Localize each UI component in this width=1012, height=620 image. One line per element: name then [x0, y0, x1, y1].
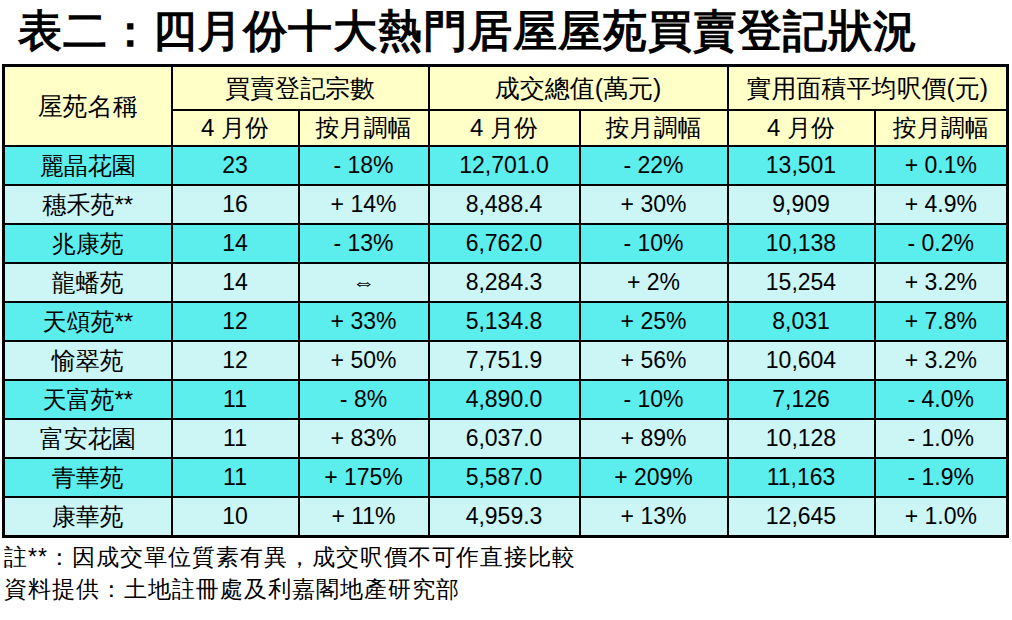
value-mom-cell: - 22%: [580, 146, 728, 185]
value-mom-cell: + 25%: [580, 302, 728, 341]
table-row: 富安花園11+ 83%6,037.0+ 89%10,128- 1.0%: [4, 419, 1008, 458]
psf-apr-cell: 13,501: [728, 146, 875, 185]
value-apr-cell: 8,284.3: [429, 263, 580, 302]
reg-apr-cell: 11: [172, 458, 299, 497]
estate-cell: 龍蟠苑: [4, 263, 172, 302]
reg-mom-cell: + 14%: [299, 185, 429, 224]
psf-mom-cell: - 1.9%: [875, 458, 1008, 497]
table-row: 兆康苑14- 13%6,762.0- 10%10,138- 0.2%: [4, 224, 1008, 263]
value-mom-cell: - 10%: [580, 224, 728, 263]
psf-apr-cell: 12,645: [728, 497, 875, 537]
value-apr-cell: 5,134.8: [429, 302, 580, 341]
source-note: 資料提供：土地註冊處及利嘉閣地產研究部: [4, 573, 1012, 605]
value-apr-cell: 12,701.0: [429, 146, 580, 185]
table-row: 龍蟠苑14⇔8,284.3+ 2%15,254+ 3.2%: [4, 263, 1008, 302]
value-apr-cell: 4,890.0: [429, 380, 580, 419]
reg-mom-cell: ⇔: [299, 263, 429, 302]
table-row: 愉翠苑12+ 50%7,751.9+ 56%10,604+ 3.2%: [4, 341, 1008, 380]
header-total-value-group: 成交總值(萬元): [429, 66, 728, 111]
psf-apr-cell: 11,163: [728, 458, 875, 497]
reg-mom-cell: + 50%: [299, 341, 429, 380]
header-estate-name: 屋苑名稱: [4, 66, 172, 147]
header-reg-mom-change: 按月調幅: [299, 110, 429, 146]
value-apr-cell: 8,488.4: [429, 185, 580, 224]
table-row: 麗晶花園23- 18%12,701.0- 22%13,501+ 0.1%: [4, 146, 1008, 185]
table-row: 天頌苑**12+ 33%5,134.8+ 25%8,031+ 7.8%: [4, 302, 1008, 341]
reg-apr-cell: 14: [172, 224, 299, 263]
psf-mom-cell: + 4.9%: [875, 185, 1008, 224]
estate-cell: 富安花園: [4, 419, 172, 458]
header-psf-april: 4 月份: [728, 110, 875, 146]
psf-mom-cell: + 3.2%: [875, 263, 1008, 302]
estate-cell: 麗晶花園: [4, 146, 172, 185]
value-mom-cell: + 30%: [580, 185, 728, 224]
psf-apr-cell: 10,604: [728, 341, 875, 380]
estate-cell: 愉翠苑: [4, 341, 172, 380]
footnote-quality-disclaimer: 註**：因成交單位質素有異，成交呎價不可作直接比較: [4, 541, 1012, 573]
table-row: 康華苑10+ 11%4,959.3+ 13%12,645+ 1.0%: [4, 497, 1008, 537]
reg-mom-cell: + 11%: [299, 497, 429, 537]
footnotes: 註**：因成交單位質素有異，成交呎價不可作直接比較 資料提供：土地註冊處及利嘉閣…: [4, 541, 1012, 605]
value-apr-cell: 7,751.9: [429, 341, 580, 380]
value-mom-cell: + 89%: [580, 419, 728, 458]
reg-apr-cell: 12: [172, 341, 299, 380]
reg-mom-cell: + 33%: [299, 302, 429, 341]
table-row: 天富苑**11- 8%4,890.0- 10%7,126- 4.0%: [4, 380, 1008, 419]
header-group-row: 屋苑名稱 買賣登記宗數 成交總值(萬元) 實用面積平均呎價(元): [4, 66, 1008, 111]
psf-mom-cell: + 7.8%: [875, 302, 1008, 341]
value-mom-cell: + 56%: [580, 341, 728, 380]
psf-apr-cell: 7,126: [728, 380, 875, 419]
psf-mom-cell: - 1.0%: [875, 419, 1008, 458]
header-psf-mom-change: 按月調幅: [875, 110, 1008, 146]
psf-apr-cell: 10,138: [728, 224, 875, 263]
reg-mom-cell: + 83%: [299, 419, 429, 458]
page: 表二：四月份十大熱門居屋屋苑買賣登記狀況 屋苑名稱 買賣登記宗數 成交總值(萬元…: [0, 0, 1012, 620]
psf-apr-cell: 8,031: [728, 302, 875, 341]
header-value-april: 4 月份: [429, 110, 580, 146]
estate-cell: 青華苑: [4, 458, 172, 497]
reg-mom-cell: - 13%: [299, 224, 429, 263]
estate-cell: 天富苑**: [4, 380, 172, 419]
value-apr-cell: 5,587.0: [429, 458, 580, 497]
table-row: 青華苑11+ 175%5,587.0+ 209%11,163- 1.9%: [4, 458, 1008, 497]
reg-apr-cell: 16: [172, 185, 299, 224]
reg-apr-cell: 11: [172, 380, 299, 419]
psf-mom-cell: + 0.1%: [875, 146, 1008, 185]
table-header: 屋苑名稱 買賣登記宗數 成交總值(萬元) 實用面積平均呎價(元) 4 月份 按月…: [4, 66, 1008, 147]
estate-cell: 天頌苑**: [4, 302, 172, 341]
value-mom-cell: - 10%: [580, 380, 728, 419]
psf-apr-cell: 10,128: [728, 419, 875, 458]
page-title: 表二：四月份十大熱門居屋屋苑買賣登記狀況: [0, 0, 1012, 64]
psf-mom-cell: - 0.2%: [875, 224, 1008, 263]
reg-mom-cell: - 18%: [299, 146, 429, 185]
header-value-mom-change: 按月調幅: [580, 110, 728, 146]
estate-cell: 兆康苑: [4, 224, 172, 263]
estate-cell: 康華苑: [4, 497, 172, 537]
table-row: 穗禾苑**16+ 14%8,488.4+ 30%9,909+ 4.9%: [4, 185, 1008, 224]
psf-mom-cell: + 1.0%: [875, 497, 1008, 537]
value-apr-cell: 4,959.3: [429, 497, 580, 537]
reg-mom-cell: - 8%: [299, 380, 429, 419]
header-registrations-group: 買賣登記宗數: [172, 66, 429, 111]
value-mom-cell: + 209%: [580, 458, 728, 497]
header-reg-april: 4 月份: [172, 110, 299, 146]
psf-apr-cell: 15,254: [728, 263, 875, 302]
header-psf-price-group: 實用面積平均呎價(元): [728, 66, 1008, 111]
reg-mom-cell: + 175%: [299, 458, 429, 497]
estate-cell: 穗禾苑**: [4, 185, 172, 224]
psf-mom-cell: + 3.2%: [875, 341, 1008, 380]
table-body: 麗晶花園23- 18%12,701.0- 22%13,501+ 0.1%穗禾苑*…: [4, 146, 1008, 537]
reg-apr-cell: 23: [172, 146, 299, 185]
estates-table: 屋苑名稱 買賣登記宗數 成交總值(萬元) 實用面積平均呎價(元) 4 月份 按月…: [2, 64, 1009, 538]
psf-mom-cell: - 4.0%: [875, 380, 1008, 419]
value-mom-cell: + 13%: [580, 497, 728, 537]
value-apr-cell: 6,762.0: [429, 224, 580, 263]
reg-apr-cell: 14: [172, 263, 299, 302]
reg-apr-cell: 12: [172, 302, 299, 341]
value-mom-cell: + 2%: [580, 263, 728, 302]
reg-apr-cell: 11: [172, 419, 299, 458]
psf-apr-cell: 9,909: [728, 185, 875, 224]
reg-apr-cell: 10: [172, 497, 299, 537]
value-apr-cell: 6,037.0: [429, 419, 580, 458]
